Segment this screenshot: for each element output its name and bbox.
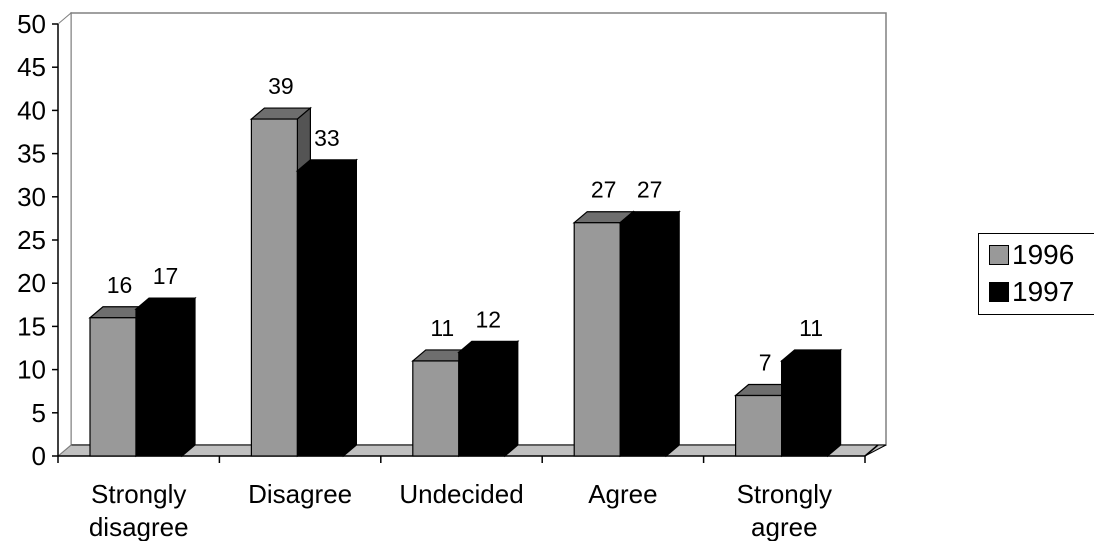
data-label: 17 [153,263,179,289]
x-category-label: Agree [588,479,657,509]
bar-1996 [734,394,783,457]
data-label: 33 [314,125,340,151]
y-tick-label: 25 [17,225,46,255]
legend-swatch-1996 [989,245,1009,265]
bar-1997 [619,222,667,457]
data-label: 11 [430,315,454,341]
legend-item-1997: 1997 [989,277,1074,307]
x-category-label: Disagree [248,479,352,509]
y-tick-label: 10 [17,355,46,385]
data-label: 39 [268,73,294,99]
legend-label-1996: 1996 [1012,239,1075,270]
legend-label-1997: 1997 [1012,276,1075,307]
bar-1997 [780,360,829,457]
bar-side [181,296,196,458]
bar-1996 [89,317,137,457]
bar-1997 [296,170,344,457]
bar-1997 [135,308,183,457]
y-tick-label: 0 [32,441,46,471]
x-category-label: Undecided [399,479,523,509]
y-tick-label: 50 [17,9,46,39]
bar-side [504,340,519,458]
x-category-label: Strongly [737,479,832,509]
data-label: 11 [799,315,823,341]
y-tick-label: 35 [17,139,46,169]
legend-item-1996: 1996 [989,240,1074,270]
bar-1996 [412,360,460,457]
y-tick-label: 15 [17,311,46,341]
x-category-label: disagree [89,512,189,541]
bar-1996 [250,118,298,457]
side-wall [57,11,72,458]
data-label: 7 [759,350,772,376]
y-tick-label: 45 [17,52,46,82]
y-tick-label: 5 [32,398,46,428]
y-tick-label: 20 [17,268,46,298]
bar-side [342,158,357,458]
chart-legend: 1996 1997 [978,233,1094,315]
data-label: 12 [476,306,502,332]
x-category-label: agree [751,512,818,541]
data-label: 27 [591,177,617,203]
bar-side [665,210,680,458]
bar-1996 [573,222,621,457]
y-tick-label: 30 [17,182,46,212]
data-label: 27 [637,177,663,203]
chart-labels: 0 5 10 15 20 25 30 35 40 45 50 Strongly disagree Disa… [17,9,832,542]
bar-side [826,348,842,458]
data-label: 16 [107,272,133,298]
x-axis-depth-line [864,444,879,457]
chart-bars [88,106,843,458]
bar-1997 [458,351,506,457]
y-tick-label: 40 [17,95,46,125]
x-category-label: Strongly [91,479,186,509]
legend-swatch-1997 [989,282,1009,302]
